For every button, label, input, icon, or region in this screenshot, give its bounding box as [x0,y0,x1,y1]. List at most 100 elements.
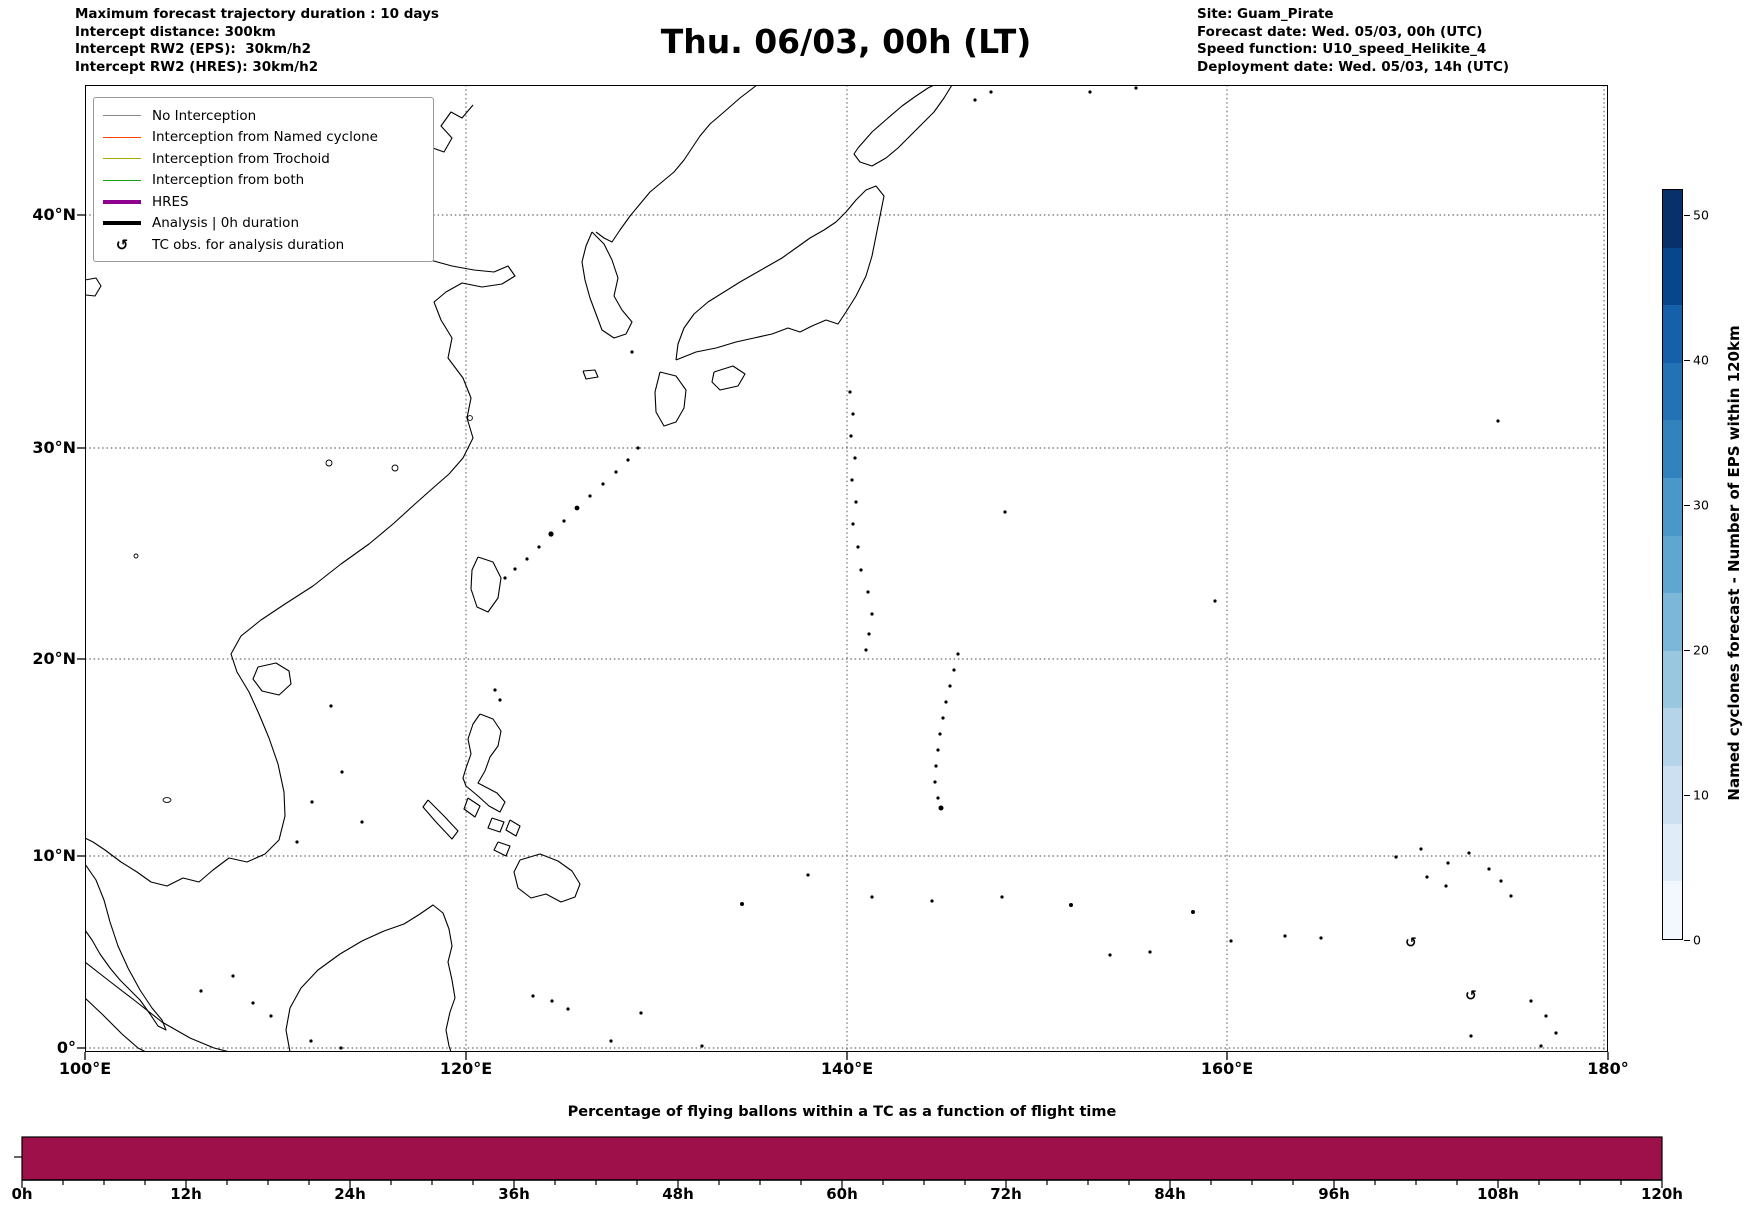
coast-hainan [252,662,292,696]
colorbar-tick-label: 50 [1693,207,1709,223]
tc-obs-marker: ↺ [1465,988,1477,1004]
strip-chart-tick-label: 108h [1477,1185,1519,1203]
map-x-tick-label: 140°E [820,1059,874,1078]
colorbar-tick-label: 20 [1693,642,1709,658]
flight-time-strip-chart [14,1136,1663,1188]
legend-line [103,136,141,138]
legend-line-sample [102,115,142,117]
legend-line-sample [102,221,142,226]
map-x-tick-label: 100°E [58,1059,112,1078]
colorbar-block [1663,478,1682,536]
coast-borneo [285,904,456,1052]
header-line: Intercept RW2 (HRES): 30km/h2 [75,58,319,75]
coast-honshu [675,185,885,361]
map-y-tick-label: 0° [56,1038,76,1057]
colorbar-block [1663,535,1682,594]
strip-chart-tick-label: 0h [11,1185,33,1203]
colorbar [1662,189,1683,940]
legend-line-sample [102,199,142,204]
strip-chart-tick-label: 120h [1641,1185,1683,1203]
colorbar-tick [1684,940,1690,942]
map-y-tick-label: 40°N [32,205,76,224]
header-left-block: Maximum forecast trajectory duration : 1… [75,6,439,76]
coast-sumatra-w [85,997,147,1052]
colorbar-block [1663,190,1682,248]
coast-kyushu [654,371,687,427]
graticule-gridlines [85,85,1608,1052]
strip-chart-tick-label: 12h [170,1185,202,1203]
header-line: Speed function: U10_speed_Helikite_4 [1197,41,1487,57]
map-x-tick-label: 160°E [1200,1059,1254,1078]
legend-item-label: Interception from Named cyclone [152,129,378,146]
legend-line [103,221,141,226]
coast-primorye [595,85,758,243]
strip-chart-tick-label: 96h [1318,1185,1350,1203]
legend-line-sample [102,136,142,138]
legend-item-label: No Interception [152,107,257,124]
legend-item: Analysis | 0h duration [102,213,427,235]
legend-item-label: Interception from both [152,172,305,189]
colorbar-block [1663,766,1682,824]
coast-taiwan [470,556,502,613]
legend-item: No Interception [102,105,427,127]
colorbar-block [1663,305,1682,363]
map-y-tick-label: 30°N [32,438,76,457]
legend-line [103,115,141,117]
colorbar-block [1663,823,1682,882]
map-y-tick-label: 10°N [32,846,76,865]
colorbar-block [1663,420,1682,479]
strip-chart-tick-label: 84h [1154,1185,1186,1203]
map-x-tick-label: 180° [1587,1059,1629,1078]
coast-malay-peninsula [85,863,167,1031]
legend-line [103,179,141,181]
coast-visayas [487,817,521,857]
colorbar-block [1663,362,1682,421]
strip-chart-tick-label: 48h [662,1185,694,1203]
coast-mindoro [463,797,481,818]
lake-qinghai [85,277,102,297]
page-title: Thu. 06/03, 00h (LT) [660,22,1032,61]
map-axis-ticks [77,214,1609,1060]
legend-line-sample [102,179,142,181]
legend-item: ↺ TC obs. for analysis duration [102,234,427,256]
coast-sumatra-ne [85,961,231,1052]
coast-palawan [422,799,459,840]
header-line: Intercept RW2 (EPS): 30km/h2 [75,41,311,57]
legend-line [103,158,141,160]
header-line: Site: Guam_Pirate [1197,6,1334,22]
colorbar-tick [1684,795,1690,797]
header-line: Maximum forecast trajectory duration : 1… [75,6,439,22]
colorbar-block [1663,708,1682,767]
legend-item: Interception from Trochoid [102,148,427,170]
coast-hokkaido [853,85,953,167]
colorbar-tick-label: 0 [1693,932,1701,948]
colorbar-block [1663,247,1682,306]
legend-line [103,199,141,204]
colorbar-block [1663,593,1682,651]
strip-axis-ticks [21,1180,1663,1188]
colorbar-tick-label: 30 [1693,497,1709,513]
strip-chart-title: Percentage of flying ballons within a TC… [567,1104,1117,1120]
island-dots [199,86,1558,1050]
colorbar-tick-label: 40 [1693,352,1709,368]
colorbar-tick-label: 10 [1693,787,1709,803]
strip-chart-tick-label: 72h [990,1185,1022,1203]
legend-item: Interception from both [102,170,427,192]
colorbar-tick [1684,650,1690,652]
colorbar-block [1663,650,1682,709]
strip-chart-tick-label: 24h [334,1185,366,1203]
legend-item: HRES [102,191,427,213]
coast-mindanao [513,853,581,903]
colorbar-label: Named cyclones forecast - Number of EPS … [1725,325,1743,801]
colorbar-tick [1684,505,1690,507]
colorbar-tick [1684,215,1690,217]
header-line: Intercept distance: 300km [75,23,276,40]
legend-item-label: Analysis | 0h duration [152,215,299,232]
legend-item-label: TC obs. for analysis duration [152,236,345,253]
colorbar-tick [1684,360,1690,362]
header-right-block: Site: Guam_Pirate Forecast date: Wed. 05/… [1197,6,1509,76]
lakes [133,415,473,803]
coast-jeju [582,369,599,380]
legend-item: Interception from Named cyclone [102,127,427,149]
